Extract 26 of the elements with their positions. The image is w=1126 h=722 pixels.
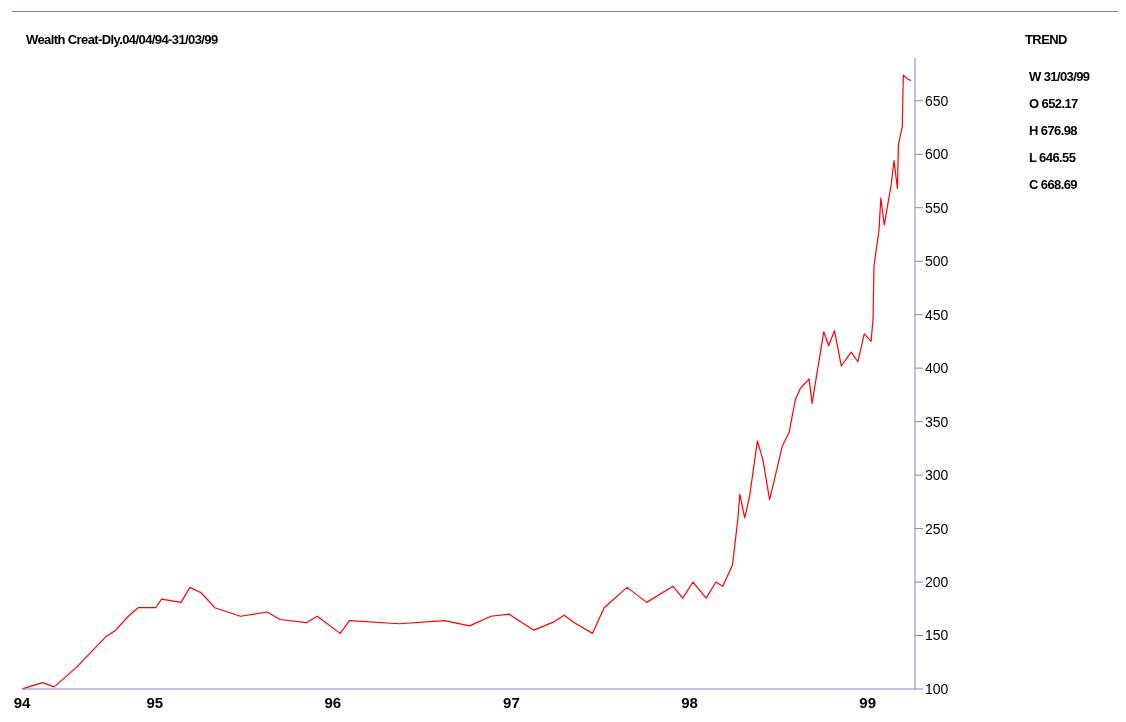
line-series: [22, 74, 912, 689]
text: O 652.17: [1029, 96, 1079, 111]
y-tick-label: 100: [925, 680, 949, 697]
y-tick-label: 250: [925, 520, 949, 537]
x-tick-label: 94: [13, 693, 31, 711]
text: W 31/03/99: [1029, 69, 1090, 84]
text: L 646.55: [1029, 150, 1077, 165]
y-tick-label: 200: [925, 574, 949, 591]
y-tick-label: 550: [925, 199, 949, 216]
text: TREND: [1025, 32, 1068, 47]
y-tick-label: 300: [925, 467, 949, 484]
text: C 668.69: [1029, 177, 1078, 192]
x-tick-label: 96: [324, 693, 342, 711]
y-tick-label: 600: [925, 146, 949, 163]
y-tick-label: 350: [925, 413, 949, 430]
text: H 676.98: [1029, 123, 1078, 138]
y-tick-label: 500: [925, 253, 949, 270]
x-tick-label: 99: [859, 693, 877, 711]
y-tick-label: 150: [925, 627, 949, 644]
x-tick-label: 97: [503, 693, 520, 711]
x-tick-label: 95: [146, 693, 164, 711]
y-tick-label: 450: [925, 306, 949, 323]
chart-title: Wealth Creat-Dly.04/04/94-31/03/99: [26, 32, 218, 47]
y-tick-label: 400: [925, 360, 949, 377]
y-tick-label: 650: [925, 92, 949, 109]
x-tick-label: 98: [681, 693, 698, 711]
